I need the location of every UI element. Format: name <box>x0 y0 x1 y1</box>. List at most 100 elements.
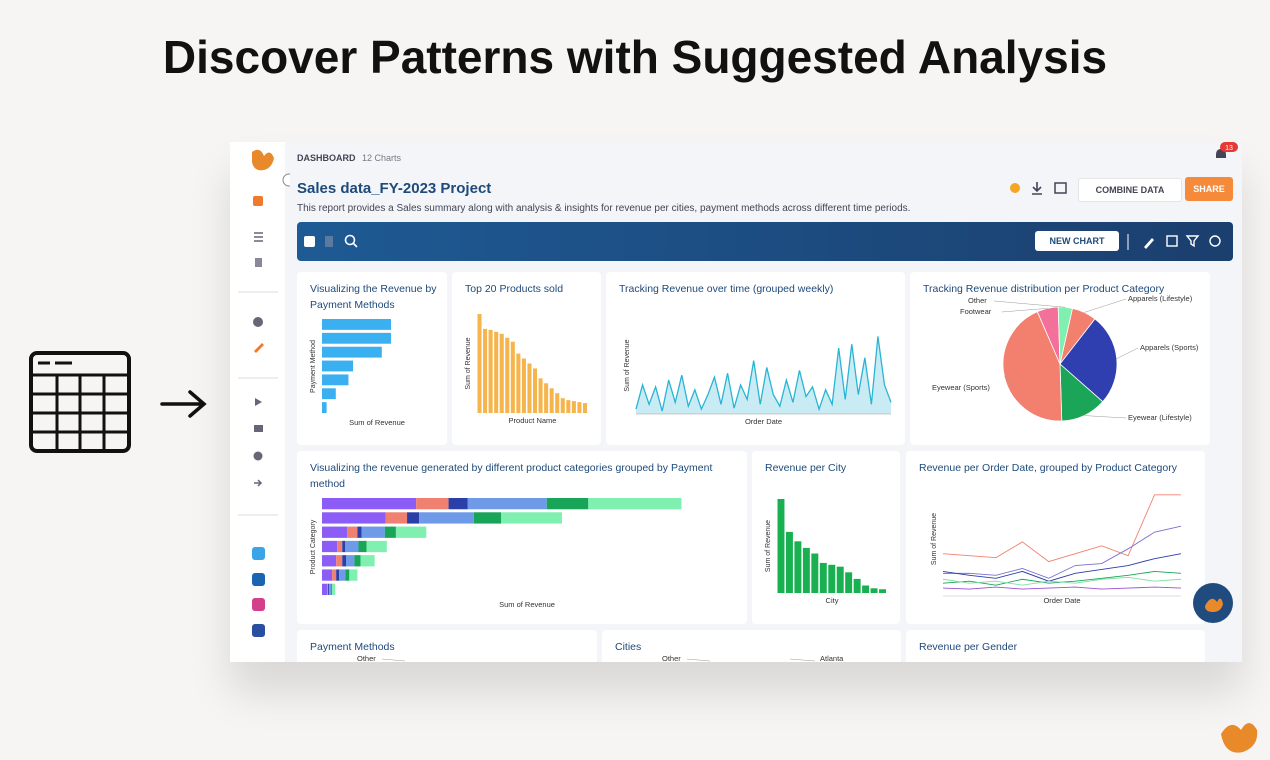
play-icon[interactable] <box>255 398 262 406</box>
combine-data-button[interactable]: COMBINE DATA <box>1078 178 1182 202</box>
bar <box>549 388 554 413</box>
slice-label: Eyewear (Lifestyle) <box>1128 413 1192 422</box>
card-chart: Other <box>357 654 406 662</box>
collapse-button[interactable] <box>282 173 290 187</box>
search-icon[interactable] <box>344 234 356 246</box>
bar-segment <box>448 498 468 510</box>
chart-card[interactable]: Cities Other Atlanta <box>602 630 901 662</box>
slice-label: Eyewear (Sports) <box>932 383 990 392</box>
insight-icon[interactable] <box>1010 183 1020 193</box>
bar-segment <box>467 498 547 510</box>
chat-icon[interactable] <box>254 425 263 432</box>
chart-card[interactable]: Revenue per Order Date, grouped by Produ… <box>906 451 1205 624</box>
bar <box>862 585 870 593</box>
area-line <box>635 336 892 412</box>
twitter-icon[interactable] <box>252 547 265 560</box>
leader-line <box>381 658 406 662</box>
bar <box>521 358 526 413</box>
card-title: Revenue per City <box>765 462 847 474</box>
facebook-icon[interactable] <box>252 624 265 637</box>
chart-card[interactable]: Tracking Revenue distribution per Produc… <box>910 272 1210 445</box>
bar-segment <box>331 583 333 595</box>
chart-card[interactable]: Revenue per City Sum of Revenue City <box>752 451 900 624</box>
card-title: Revenue per Gender <box>919 641 1018 653</box>
leader-line <box>1084 298 1127 313</box>
bar-segment <box>588 498 682 510</box>
bar <box>802 547 810 593</box>
bar-segment <box>336 555 343 567</box>
assistant-logo <box>1205 598 1223 612</box>
chart-card[interactable]: Payment Methods Other <box>297 630 597 662</box>
new-chart-button[interactable]: NEW CHART <box>1035 231 1119 251</box>
chart-card[interactable]: Tracking Revenue over time (grouped week… <box>606 272 905 445</box>
share-button[interactable]: SHARE <box>1185 177 1233 201</box>
bar <box>555 393 560 413</box>
bar-segment <box>385 512 408 524</box>
bar <box>488 329 493 413</box>
slice-label: Other <box>968 296 987 305</box>
layout-icon[interactable] <box>1054 182 1067 194</box>
header-icons <box>1010 182 1067 195</box>
bar <box>853 578 861 593</box>
bar-segment <box>416 498 449 510</box>
select-all[interactable] <box>304 236 315 247</box>
comment-icon[interactable] <box>1209 235 1221 247</box>
billing-icon[interactable] <box>253 317 263 327</box>
chart-count: 12 Charts <box>362 153 402 163</box>
card-chart: Sum of Revenue Product Name <box>465 314 587 425</box>
chart-card[interactable]: Visualizing the Revenue by Payment Metho… <box>297 272 447 445</box>
delete-icon[interactable] <box>325 236 333 247</box>
y-axis-label: Sum of Revenue <box>765 520 772 572</box>
chart-card[interactable]: Revenue per Gender <box>906 630 1205 662</box>
notifications[interactable]: 13 <box>1208 142 1242 166</box>
bar <box>577 402 582 413</box>
bar-segment <box>354 555 361 567</box>
linkedin-icon[interactable] <box>252 573 265 586</box>
bar-segment <box>322 526 348 538</box>
logo[interactable] <box>252 149 274 171</box>
calendar-icon[interactable] <box>1166 235 1178 247</box>
bar-segment <box>342 555 347 567</box>
bar <box>477 314 482 413</box>
logout-icon[interactable] <box>254 479 263 487</box>
x-axis-label: Order Date <box>745 417 782 426</box>
list-icon[interactable] <box>254 232 263 242</box>
help-icon[interactable] <box>253 451 263 461</box>
bar <box>538 378 543 413</box>
bar-segment <box>395 526 427 538</box>
badge-count: 13 <box>1225 145 1233 152</box>
rocket-icon[interactable] <box>254 343 264 353</box>
bar <box>836 566 844 593</box>
card-chart: Payment Method Sum of Revenue <box>310 319 405 427</box>
bar <box>560 398 565 413</box>
bar-segment <box>360 555 375 567</box>
table-grid <box>31 361 129 451</box>
bar <box>322 332 391 344</box>
bar-segment <box>346 555 355 567</box>
card-title: Revenue per Order Date, grouped by Produ… <box>919 462 1177 474</box>
x-axis-label: Sum of Revenue <box>349 418 405 427</box>
download-icon[interactable] <box>1032 182 1042 195</box>
leader-line <box>1004 376 1016 389</box>
badge <box>1220 142 1238 152</box>
chart-card[interactable]: Visualizing the revenue generated by dif… <box>297 451 747 624</box>
bar-segment <box>322 498 417 510</box>
slice-label: Other <box>662 654 681 662</box>
assistant-button[interactable] <box>1192 582 1236 626</box>
search-icon-handle <box>352 242 358 248</box>
bar <box>811 553 819 593</box>
bar-segment <box>357 526 362 538</box>
series-line <box>942 494 1181 563</box>
bar <box>483 328 488 413</box>
instagram-icon[interactable] <box>252 598 265 611</box>
brush-icon[interactable] <box>1144 238 1154 249</box>
series-line <box>942 586 1182 590</box>
chart-card[interactable]: Top 20 Products sold Sum of Revenue Produc… <box>452 272 601 445</box>
bar-segment <box>332 583 336 595</box>
trash-icon[interactable] <box>255 258 262 267</box>
card-chart <box>906 630 1205 662</box>
add-icon[interactable] <box>253 196 263 206</box>
filter-icon[interactable] <box>1185 235 1200 248</box>
slice-label: Atlanta <box>820 654 844 662</box>
